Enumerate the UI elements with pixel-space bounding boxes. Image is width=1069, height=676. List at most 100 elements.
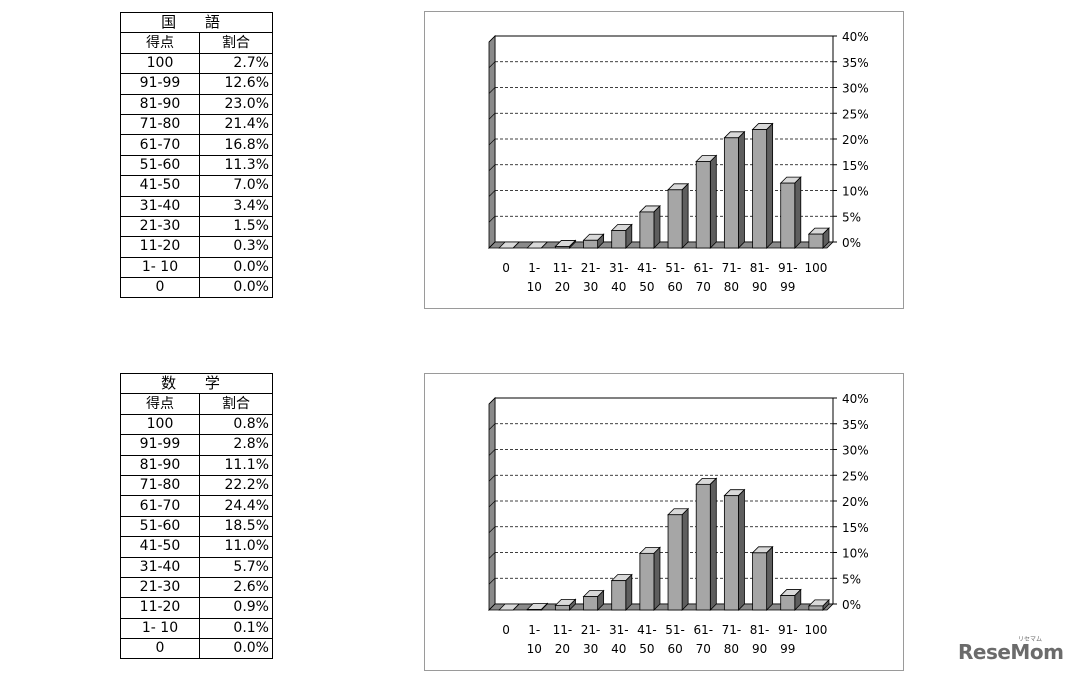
x-tick-label-line2: 40 xyxy=(611,280,626,294)
ratio-cell: 16.8% xyxy=(199,134,273,156)
bar xyxy=(807,227,830,249)
gridline-depth xyxy=(488,241,496,249)
table-row: 1- 10 0.1% xyxy=(120,617,273,640)
x-tick-label: 11- xyxy=(553,623,573,637)
table-row: 51-60 18.5% xyxy=(120,515,273,538)
bar xyxy=(554,598,577,611)
ratio-cell: 24.4% xyxy=(199,495,273,517)
bar xyxy=(779,588,802,611)
bar-side xyxy=(681,182,689,249)
bar xyxy=(695,477,718,611)
score-range-cell: 0 xyxy=(120,277,200,299)
score-range-cell: 1- 10 xyxy=(120,617,200,640)
ratio-cell: 1.5% xyxy=(199,215,273,238)
gridline-depth xyxy=(488,164,496,171)
x-tick-label-line2: 50 xyxy=(639,280,654,294)
kokugo-chart: 0% 5% 10% 15% 20% 25% 30% 35% 40% 0 1- 10 11- 20 21- 30… xyxy=(424,11,904,309)
column-header-score: 得点 xyxy=(120,393,200,415)
score-range-cell: 61-70 xyxy=(120,134,200,156)
x-tick-label: 100 xyxy=(804,623,827,637)
ratio-cell: 22.2% xyxy=(199,474,273,497)
ratio-cell: 11.1% xyxy=(199,454,273,476)
bar xyxy=(751,122,774,249)
x-tick-label: 100 xyxy=(804,261,827,275)
bar xyxy=(695,154,718,249)
ratio-cell: 0.0% xyxy=(199,256,273,279)
y-tick-label: 0% xyxy=(842,236,861,250)
bar-side xyxy=(794,176,802,249)
table-title: 数 学 xyxy=(120,372,273,395)
x-tick-label-line2: 20 xyxy=(555,642,570,656)
x-tick-label-line2: 30 xyxy=(583,280,598,294)
table-row: 61-70 16.8% xyxy=(120,134,273,156)
gridline-depth xyxy=(488,578,496,585)
score-range-cell: 51-60 xyxy=(120,515,200,538)
score-range-cell: 31-40 xyxy=(120,556,200,578)
gridline-depth xyxy=(488,190,496,197)
x-tick-label: 21- xyxy=(581,623,601,637)
bar xyxy=(751,545,774,611)
table-header-row: 得点 割合 xyxy=(120,32,273,54)
ratio-cell: 5.7% xyxy=(199,556,273,578)
ratio-cell: 0.0% xyxy=(199,277,273,299)
gridline-depth xyxy=(488,35,496,43)
ratio-cell: 2.6% xyxy=(199,576,273,599)
x-tick-label-line2: 80 xyxy=(724,280,739,294)
ratio-cell: 2.8% xyxy=(199,434,273,456)
gridline-depth xyxy=(488,603,496,611)
table-row: 100 0.8% xyxy=(120,413,273,436)
y-tick-label: 15% xyxy=(842,159,869,173)
x-tick-label-line2: 10 xyxy=(527,642,542,656)
ratio-cell: 23.0% xyxy=(199,93,273,115)
y-tick-label: 20% xyxy=(842,133,869,147)
x-tick-label: 0 xyxy=(502,623,510,637)
table-row: 61-70 24.4% xyxy=(120,495,273,517)
x-tick-label-line2: 10 xyxy=(527,280,542,294)
bar xyxy=(807,598,830,611)
gridline-depth xyxy=(488,526,496,533)
bar-side xyxy=(653,204,661,249)
x-tick-label-line2: 99 xyxy=(780,642,795,656)
gridline-depth xyxy=(488,423,496,430)
bar-side xyxy=(512,241,520,249)
y-tick-label: 0% xyxy=(842,598,861,612)
x-tick-label: 71- xyxy=(722,623,742,637)
bar-front xyxy=(611,580,627,611)
table-row: 91-99 2.8% xyxy=(120,434,273,456)
x-tick-label: 1- xyxy=(528,261,540,275)
x-tick-label: 21- xyxy=(581,261,601,275)
score-range-cell: 100 xyxy=(120,52,200,75)
x-tick-label: 71- xyxy=(722,261,742,275)
x-tick-label: 81- xyxy=(750,261,770,275)
ratio-cell: 7.0% xyxy=(199,175,273,197)
y-tick-label: 15% xyxy=(842,521,869,535)
gridline-depth xyxy=(488,138,496,146)
y-tick-label: 30% xyxy=(842,444,869,458)
bar-front xyxy=(723,137,739,249)
table-row: 91-99 12.6% xyxy=(120,73,273,95)
bar xyxy=(723,488,746,611)
bar-front xyxy=(554,246,570,249)
table-row: 1- 10 0.0% xyxy=(120,256,273,279)
gridline-depth xyxy=(488,61,496,68)
x-tick-label: 61- xyxy=(693,261,713,275)
table-row: 71-80 22.2% xyxy=(120,474,273,497)
bar-front xyxy=(667,189,683,249)
x-tick-label: 41- xyxy=(637,623,657,637)
gridline-depth xyxy=(488,552,496,559)
x-tick-label-line2: 30 xyxy=(583,642,598,656)
bar xyxy=(610,223,633,249)
score-range-cell: 91-99 xyxy=(120,73,200,95)
x-tick-label: 41- xyxy=(637,261,657,275)
bar-side xyxy=(681,507,689,611)
ratio-cell: 12.6% xyxy=(199,73,273,95)
y-tick-label: 25% xyxy=(842,107,869,121)
bar-front xyxy=(526,609,542,611)
y-tick-label: 40% xyxy=(842,392,869,406)
x-tick-label: 0 xyxy=(502,261,510,275)
ratio-cell: 0.9% xyxy=(199,597,273,619)
x-tick-label-line2: 70 xyxy=(696,642,711,656)
score-range-cell: 61-70 xyxy=(120,495,200,517)
ratio-cell: 11.0% xyxy=(199,536,273,558)
table-row: 11-20 0.9% xyxy=(120,597,273,619)
